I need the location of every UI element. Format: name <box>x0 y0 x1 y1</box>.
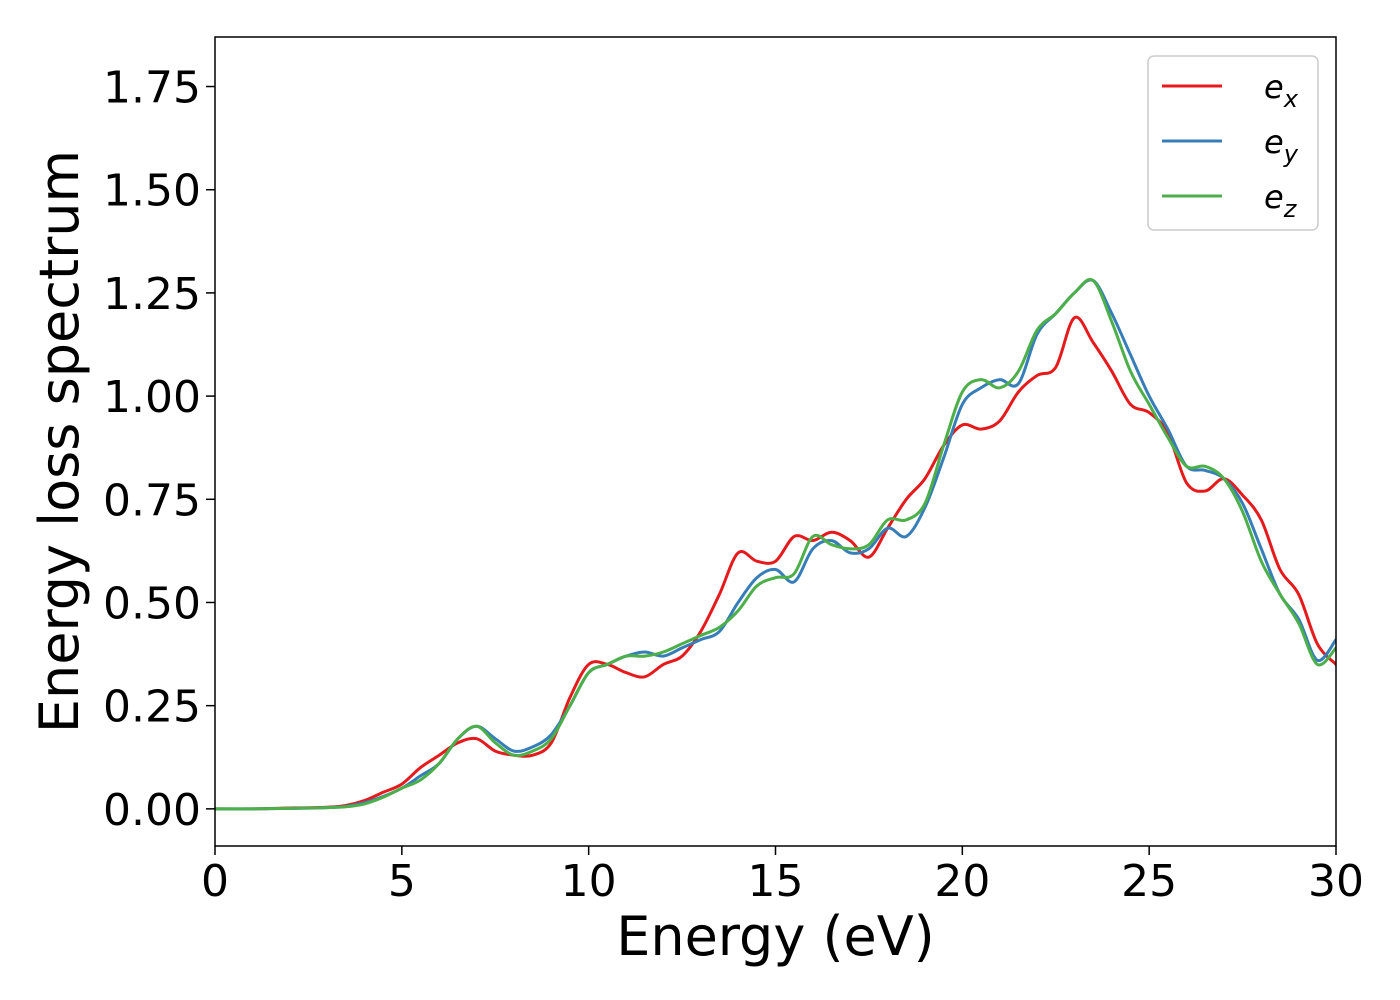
series-line-z <box>215 277 1336 811</box>
legend-label-y: ey <box>1264 123 1299 168</box>
y-tick-label: 0.50 <box>103 578 201 629</box>
x-tick-label: 5 <box>388 856 416 907</box>
legend-label-z: ez <box>1264 178 1298 223</box>
y-axis: 0.00 0.25 0.50 0.75 1.00 1.25 1.50 1.75 <box>103 63 215 836</box>
y-tick-label: 1.50 <box>103 166 201 217</box>
y-tick-label: 0.75 <box>103 475 201 526</box>
y-axis-title: Energy loss spectrum <box>28 150 91 733</box>
y-tick-label: 1.00 <box>103 372 201 423</box>
x-tick-label: 25 <box>1121 856 1177 907</box>
x-tick-label: 0 <box>201 856 229 907</box>
series-layer <box>215 277 1336 811</box>
y-tick-label: 0.25 <box>103 682 201 733</box>
x-axis: 0 5 10 15 20 25 30 <box>201 846 1364 907</box>
x-tick-label: 15 <box>748 856 804 907</box>
y-tick-label: 0.00 <box>103 785 201 836</box>
x-tick-label: 30 <box>1308 856 1364 907</box>
x-tick-label: 20 <box>934 856 990 907</box>
legend-label-x: ex <box>1264 68 1299 113</box>
y-tick-label: 1.25 <box>103 269 201 320</box>
legend: ex ey ez <box>1147 55 1319 231</box>
x-axis-title: Energy (eV) <box>616 905 935 968</box>
y-tick-label: 1.75 <box>103 63 201 114</box>
x-tick-label: 10 <box>561 856 617 907</box>
legend-box <box>1147 55 1319 231</box>
